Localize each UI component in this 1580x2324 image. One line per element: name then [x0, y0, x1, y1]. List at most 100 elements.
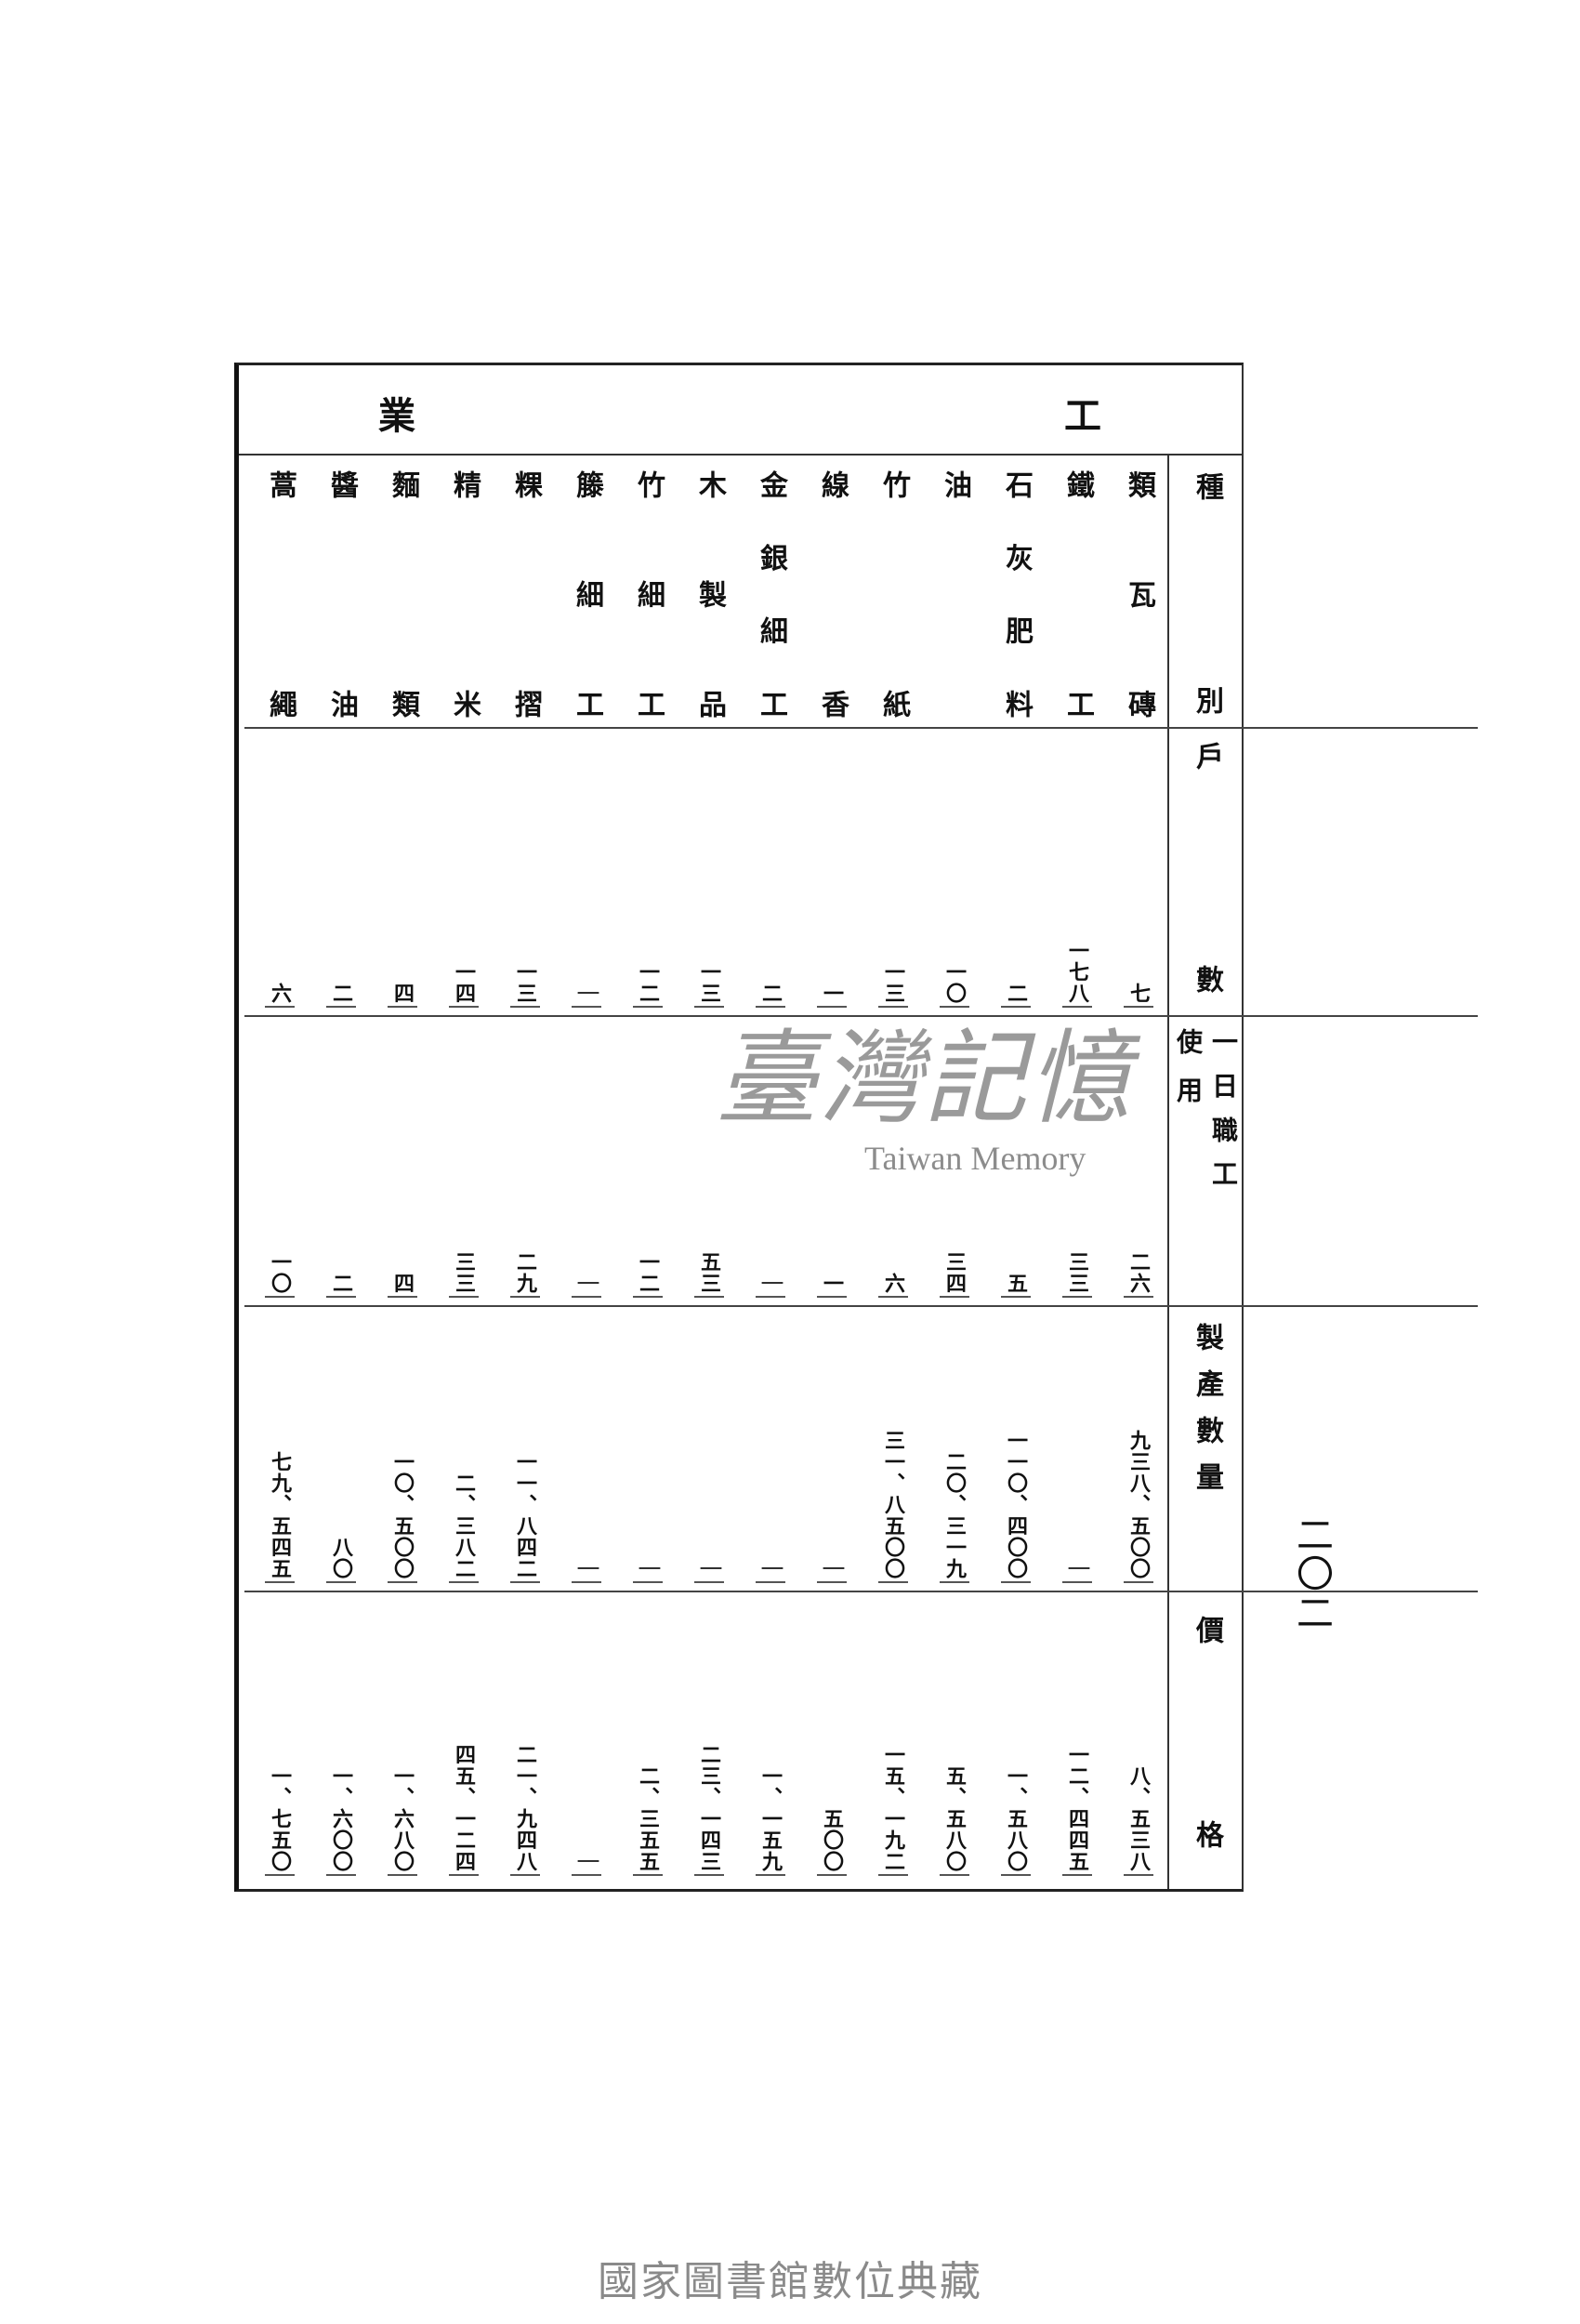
households-cell: 一三 — [862, 727, 924, 1008]
workers-cell: 三三 — [433, 1015, 494, 1298]
households-cell: 六 — [249, 727, 310, 1008]
table-column: 精米 一四 三三 二、三八二 四五、一二四 — [433, 454, 494, 1889]
households-value: 一〇 — [940, 961, 969, 1008]
header-workers-sub: 使用 — [1173, 1028, 1204, 1103]
production-value: ｜ — [694, 1558, 724, 1583]
price-value: 四五、一二四 — [449, 1744, 479, 1876]
page-number: 二〇二 — [1290, 1515, 1333, 1632]
production-cell: ｜ — [556, 1305, 617, 1583]
table-column: 粿摺 一三 二九 一一、八四二 二一、九四八 — [494, 454, 556, 1889]
workers-cell: 二九 — [494, 1015, 556, 1298]
production-cell: ｜ — [1047, 1305, 1108, 1583]
production-value: 八〇 — [326, 1537, 356, 1583]
price-cell: ｜ — [556, 1591, 617, 1876]
price-cell: 一、七五〇 — [249, 1591, 310, 1876]
workers-value: 四 — [388, 1273, 417, 1298]
workers-cell: 一〇 — [249, 1015, 310, 1298]
price-cell: 五、五八〇 — [924, 1591, 985, 1876]
households-cell: 二 — [985, 727, 1047, 1008]
price-value: 二、三五五 — [633, 1765, 663, 1876]
header-workers-main: 一日職工 — [1208, 1028, 1239, 1186]
price-cell: 八、五三八 — [1108, 1591, 1169, 1876]
production-cell: 一〇、五〇〇 — [372, 1305, 433, 1583]
header-price: 價格 — [1191, 1616, 1223, 1848]
category-label: 石灰肥料 — [1000, 470, 1033, 718]
table-column: 類瓦磚七二六 九三八、五〇〇 八、五三八 — [1108, 454, 1169, 1889]
production-cell: ｜ — [678, 1305, 740, 1583]
households-value: 二 — [326, 983, 356, 1008]
workers-value: 三三 — [1062, 1251, 1092, 1298]
production-value: 二〇、三一九 — [940, 1451, 969, 1583]
production-value: ｜ — [756, 1558, 785, 1583]
footer-credit: 國家圖書館數位典藏 — [598, 2258, 982, 2305]
table-column: 線香一一｜五〇〇 — [801, 454, 862, 1889]
workers-cell: 三四 — [924, 1015, 985, 1298]
band-divider — [244, 1591, 1478, 1592]
price-value: 一五、一九二 — [878, 1744, 908, 1876]
price-cell: 四五、一二四 — [433, 1591, 494, 1876]
production-value: 一一〇、四〇〇 — [1001, 1430, 1031, 1583]
households-value: 一三 — [510, 961, 540, 1008]
workers-cell: 三三 — [1047, 1015, 1108, 1298]
table-column: 醬油二二八〇 一、六〇〇 — [310, 454, 372, 1889]
workers-cell: 一二 — [617, 1015, 678, 1298]
category-label: 油 — [939, 470, 971, 498]
households-value: 一七八 — [1062, 940, 1092, 1008]
production-value: 一一、八四二 — [510, 1451, 540, 1583]
category-label: 蒿繩 — [264, 470, 296, 718]
price-cell: 一、六八〇 — [372, 1591, 433, 1876]
workers-value: 六 — [878, 1273, 908, 1298]
households-value: 一三 — [878, 961, 908, 1008]
price-cell: 一二、四四五 — [1047, 1591, 1108, 1876]
households-value: 二 — [756, 983, 785, 1008]
category-label: 金銀細工 — [755, 470, 787, 718]
header-production: 製產數量 — [1191, 1323, 1223, 1490]
production-value: ｜ — [572, 1558, 601, 1583]
table-column: 金銀細工二 ｜ ｜ 一、一五九 — [740, 454, 801, 1889]
category-label: 類瓦磚 — [1123, 470, 1155, 718]
workers-cell: 二六 — [1108, 1015, 1169, 1298]
price-value: 一、六〇〇 — [326, 1765, 356, 1876]
production-cell: 一一、八四二 — [494, 1305, 556, 1583]
statistics-table: 業 工 種別 戶數 一日職工 使用 製產數量 價格 類瓦磚七二六 九三八、五〇〇八… — [234, 363, 1478, 1892]
production-cell: ｜ — [801, 1305, 862, 1583]
households-value: 一 — [817, 983, 847, 1008]
table-column: 木製品 一三 五三 ｜ 二三、一四三 — [678, 454, 740, 1889]
price-cell: 一五、一九二 — [862, 1591, 924, 1876]
production-value: ｜ — [817, 1558, 847, 1583]
workers-cell: 二 — [310, 1015, 372, 1298]
workers-cell: ｜ — [740, 1015, 801, 1298]
workers-value: 二九 — [510, 1251, 540, 1298]
price-value: 二三、一四三 — [694, 1744, 724, 1876]
header-category: 種別 — [1191, 472, 1223, 714]
households-cell: 一〇 — [924, 727, 985, 1008]
price-cell: 一、五八〇 — [985, 1591, 1047, 1876]
households-cell: 一七八 — [1047, 727, 1108, 1008]
table-column: 籐細工 ｜ ｜ ｜ ｜ — [556, 454, 617, 1889]
category-label: 麵類 — [387, 470, 419, 718]
workers-value: 五 — [1001, 1273, 1031, 1298]
households-cell: 四 — [372, 727, 433, 1008]
workers-cell: 一 — [801, 1015, 862, 1298]
production-value: 二、三八二 — [449, 1472, 479, 1583]
production-cell: 八〇 — [310, 1305, 372, 1583]
production-cell: 二〇、三一九 — [924, 1305, 985, 1583]
price-value: 五〇〇 — [817, 1808, 847, 1876]
households-value: ｜ — [572, 983, 601, 1008]
workers-value: 二六 — [1124, 1251, 1153, 1298]
workers-value: 五三 — [694, 1251, 724, 1298]
price-value: 一、五八〇 — [1001, 1765, 1031, 1876]
category-label: 精米 — [448, 470, 481, 718]
production-value: 一〇、五〇〇 — [388, 1451, 417, 1583]
workers-value: 二 — [326, 1273, 356, 1298]
category-label: 籐細工 — [571, 470, 603, 718]
workers-cell: 五三 — [678, 1015, 740, 1298]
workers-value: 三四 — [940, 1251, 969, 1298]
production-cell: 三一、八五〇〇 — [862, 1305, 924, 1583]
production-cell: 七九、五四五 — [249, 1305, 310, 1583]
table-column: 竹紙 一三六三一、八五〇〇 一五、一九二 — [862, 454, 924, 1889]
workers-cell: ｜ — [556, 1015, 617, 1298]
price-cell: 一、六〇〇 — [310, 1591, 372, 1876]
households-value: 一二 — [633, 961, 663, 1008]
price-value: 五、五八〇 — [940, 1765, 969, 1876]
